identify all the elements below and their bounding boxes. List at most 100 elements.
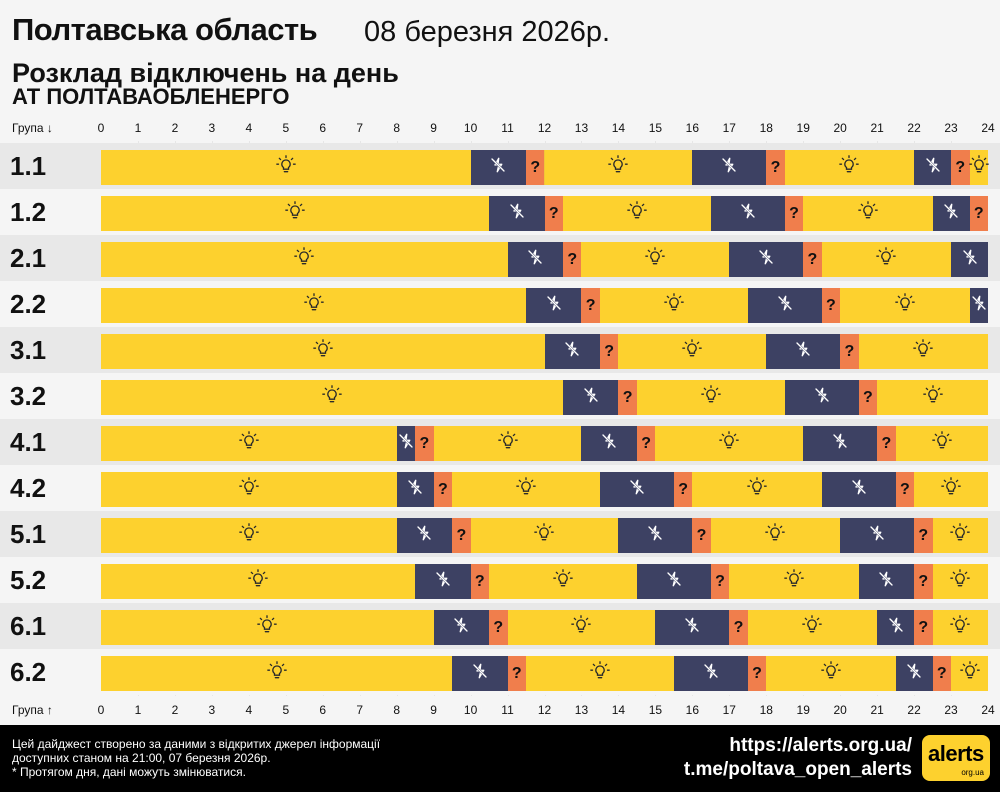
power-on-segment <box>101 242 508 277</box>
no-power-icon <box>813 386 831 409</box>
question-mark-icon: ? <box>548 204 559 222</box>
hour-tick: 19 <box>796 703 810 717</box>
no-power-icon <box>508 202 526 225</box>
group-timeline: ??? <box>101 150 989 185</box>
power-off-segment <box>692 150 767 185</box>
possible-outage-segment: ? <box>415 426 434 461</box>
power-on-segment <box>766 656 896 691</box>
telegram-link[interactable]: t.me/poltava_open_alerts <box>683 759 912 780</box>
power-on-segment <box>101 150 471 185</box>
power-on-segment <box>932 564 988 599</box>
possible-outage-segment: ? <box>452 518 471 553</box>
question-mark-icon: ? <box>752 664 762 682</box>
logo-text: alerts <box>928 741 984 766</box>
group-row: 6.1??? <box>0 603 1000 649</box>
lightbulb-icon <box>950 523 971 548</box>
lightbulb-icon <box>275 155 296 180</box>
possible-outage-segment: ? <box>692 518 711 553</box>
no-power-icon <box>489 156 507 179</box>
power-off-segment <box>618 518 693 553</box>
group-row: 2.2?? <box>0 281 1000 327</box>
power-off-segment <box>747 288 822 323</box>
no-power-icon <box>887 616 905 639</box>
group-label: 2.1 <box>10 243 47 273</box>
possible-outage-segment: ? <box>858 380 878 415</box>
group-label: 6.1 <box>10 611 47 641</box>
no-power-icon <box>646 524 664 547</box>
lightbulb-icon <box>590 661 610 686</box>
group-row: 1.1??? <box>0 143 1000 189</box>
hour-tick: 12 <box>537 703 552 717</box>
lightbulb-icon <box>516 477 536 502</box>
hour-tick: 22 <box>907 703 921 717</box>
group-label: 6.2 <box>10 657 47 687</box>
group-row: 3.1?? <box>0 327 1000 373</box>
lightbulb-icon <box>257 615 278 640</box>
possible-outage-segment: ? <box>673 472 693 507</box>
possible-outage-segment: ? <box>784 196 804 231</box>
group-label: 5.1 <box>10 519 47 549</box>
lightbulb-icon <box>784 569 804 594</box>
no-power-icon <box>452 616 470 639</box>
group-axis-label-bottom: Група ↑ <box>12 703 53 717</box>
group-row: 4.1??? <box>0 419 1000 465</box>
no-power-icon <box>526 248 544 271</box>
power-off-segment <box>840 518 915 553</box>
possible-outage-segment: ? <box>636 426 656 461</box>
power-on-segment <box>968 150 989 185</box>
lightbulb-icon <box>664 293 684 318</box>
group-timeline: ??? <box>101 426 988 461</box>
power-off-segment <box>932 196 970 231</box>
power-on-segment <box>101 610 434 645</box>
hour-tick: 17 <box>722 703 736 717</box>
power-off-segment <box>784 380 859 415</box>
power-on-segment <box>840 288 970 323</box>
group-timeline: ?? <box>101 288 988 323</box>
group-timeline: ?? <box>101 380 988 415</box>
power-on-segment <box>710 518 841 553</box>
question-mark-icon: ? <box>437 480 448 498</box>
no-power-icon <box>434 570 452 593</box>
no-power-icon <box>683 616 701 639</box>
hour-tick: 11 <box>501 121 514 135</box>
website-link[interactable]: https://alerts.org.ua/ <box>729 735 912 756</box>
possible-outage-segment: ? <box>914 518 933 553</box>
lightbulb-icon <box>645 247 666 272</box>
lightbulb-icon <box>497 431 518 456</box>
possible-outage-segment: ? <box>562 242 582 277</box>
hour-tick: 9 <box>430 703 437 717</box>
no-power-icon <box>600 432 618 455</box>
hour-tick: 17 <box>722 121 736 135</box>
hour-tick: 18 <box>759 703 773 717</box>
power-on-segment <box>470 518 619 553</box>
group-label: 4.2 <box>10 473 47 503</box>
no-power-icon <box>776 294 794 317</box>
hour-tick: 20 <box>833 121 847 135</box>
lightbulb-icon <box>700 385 721 410</box>
question-mark-icon: ? <box>936 664 947 682</box>
question-mark-icon: ? <box>511 664 522 682</box>
no-power-icon <box>831 432 849 455</box>
lightbulb-icon <box>802 615 823 640</box>
schedule-subtitle: Розклад відключень на день <box>12 58 399 88</box>
question-mark-icon: ? <box>678 480 688 498</box>
power-on-segment <box>951 656 988 691</box>
possible-outage-segment: ? <box>821 288 841 323</box>
hour-tick: 2 <box>171 703 179 717</box>
group-timeline: ?? <box>101 242 988 277</box>
hour-tick: 3 <box>208 703 216 717</box>
power-off-segment <box>895 656 933 691</box>
power-off-segment <box>969 288 988 323</box>
hour-tick: 8 <box>393 703 400 717</box>
question-mark-icon: ? <box>622 388 633 406</box>
hour-tick: 12 <box>537 121 552 135</box>
power-on-segment <box>101 196 490 231</box>
question-mark-icon: ? <box>493 618 504 636</box>
power-on-segment <box>526 656 674 691</box>
hour-tick: 6 <box>319 121 327 135</box>
footer-note-line: * Протягом дня, дані можуть змінюватися. <box>12 765 246 779</box>
hour-tick: 0 <box>97 121 105 135</box>
power-on-segment <box>821 242 952 277</box>
power-on-segment <box>692 472 822 507</box>
hour-tick: 9 <box>430 121 437 135</box>
